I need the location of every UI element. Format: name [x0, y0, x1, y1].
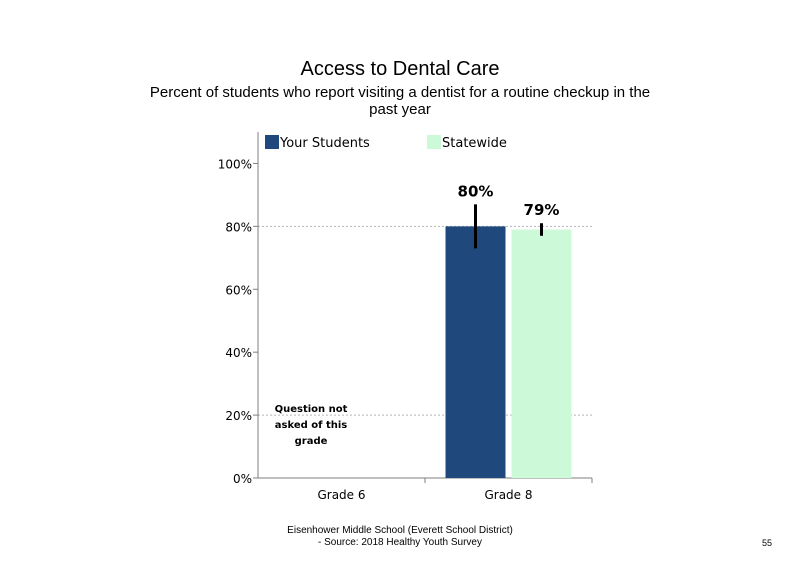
bar-your-students — [445, 226, 506, 478]
data-label: 80% — [458, 182, 494, 200]
legend-label: Your Students — [279, 136, 370, 151]
legend-label: Statewide — [442, 136, 507, 151]
y-tick-label: 80% — [225, 220, 252, 234]
page-number: 55 — [761, 538, 772, 548]
y-tick-label: 40% — [225, 346, 252, 360]
data-label: 79% — [524, 201, 560, 219]
footer-source: - Source: 2018 Healthy Youth Survey — [318, 537, 482, 548]
legend-swatch — [265, 135, 279, 149]
x-tick-label: Grade 6 — [317, 488, 365, 502]
footer-school: Eisenhower Middle School (Everett School… — [287, 525, 513, 536]
grade6-note: Question not asked of this grade — [274, 404, 348, 447]
y-tick-label: 20% — [225, 409, 252, 423]
chart-subtitle: Percent of students who report visiting … — [149, 84, 651, 118]
bar-statewide — [511, 229, 572, 478]
y-tick-label: 0% — [233, 472, 252, 486]
x-tick-label: Grade 8 — [484, 488, 532, 502]
y-tick-label: 60% — [225, 283, 252, 297]
chart-title: Access to Dental Care — [300, 58, 500, 80]
y-tick-label: 100% — [218, 157, 252, 171]
footer: Eisenhower Middle School (Everett School… — [250, 525, 550, 549]
legend-swatch — [427, 135, 441, 149]
